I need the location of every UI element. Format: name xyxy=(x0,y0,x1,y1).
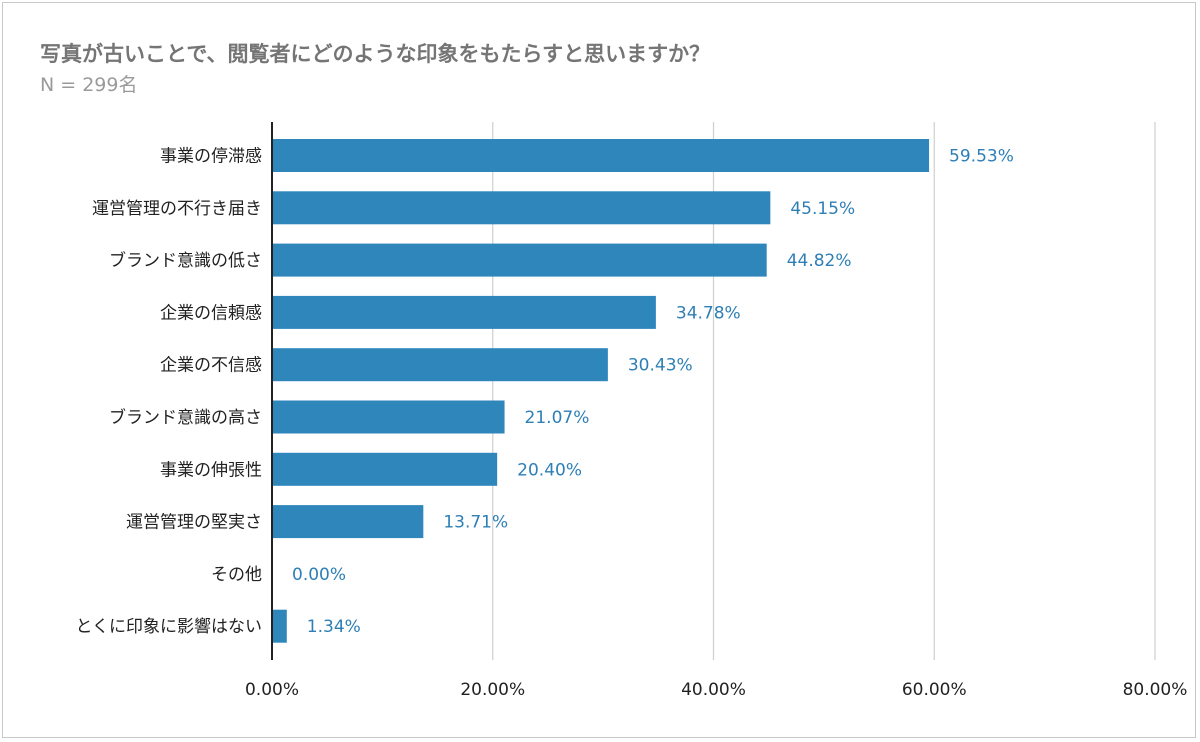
value-label: 34.78% xyxy=(676,303,741,323)
category-label: ブランド意識の高さ xyxy=(109,407,262,428)
bar xyxy=(272,295,656,329)
value-label: 44.82% xyxy=(787,251,852,271)
category-label: 運営管理の堅実さ xyxy=(126,513,262,533)
x-tick-label: 0.00% xyxy=(245,680,299,700)
x-tick-label: 40.00% xyxy=(681,680,746,700)
category-label: 企業の信頼感 xyxy=(160,303,262,323)
category-label: 企業の不信感 xyxy=(160,356,262,376)
value-label: 20.40% xyxy=(517,460,582,480)
bar xyxy=(272,139,930,172)
chart-title: 写真が古いことで、閲覧者にどのような印象をもたらすと思いますか？ xyxy=(40,42,711,66)
bar xyxy=(272,400,505,434)
bars xyxy=(272,139,930,643)
value-label: 59.53% xyxy=(949,147,1014,167)
category-label: 事業の伸張性 xyxy=(160,460,262,480)
x-tick-label: 60.00% xyxy=(902,680,967,700)
category-label: 事業の停滞感 xyxy=(160,147,262,167)
bar xyxy=(272,348,608,382)
bar xyxy=(272,609,287,643)
value-label: 13.71% xyxy=(443,513,508,533)
category-label: 運営管理の不行き届き xyxy=(92,199,262,219)
x-tick-label: 20.00% xyxy=(460,680,525,700)
value-labels: 59.53% 45.15% 44.82% 34.78% 30.43% 21.07% 20.4… xyxy=(292,147,1014,638)
x-tick-label: 80.00% xyxy=(1123,680,1188,700)
category-labels: 事業の停滞感運営管理の不行き届きブランド意識の低さ企業の信頼感企業の不信感ブラン… xyxy=(76,147,263,638)
bar xyxy=(272,243,767,277)
value-label: 30.43% xyxy=(628,356,693,376)
bar xyxy=(272,505,424,539)
value-label: 1.34% xyxy=(307,617,361,637)
value-label: 0.00% xyxy=(292,565,346,585)
value-label: 45.15% xyxy=(790,199,855,219)
x-tick-labels: 0.00% 20.00% 40.00% 60.00% 80.00% xyxy=(245,680,1187,700)
chart-subtitle: N = 299名 xyxy=(40,74,138,96)
category-label: とくに印象に影響はない xyxy=(76,617,263,637)
bar xyxy=(272,191,771,225)
category-label: ブランド意識の低さ xyxy=(109,250,262,271)
bar xyxy=(272,452,498,486)
category-label: その他 xyxy=(211,565,262,585)
value-label: 21.07% xyxy=(525,408,590,428)
